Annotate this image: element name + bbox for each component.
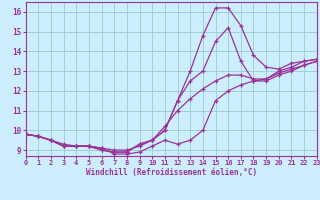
X-axis label: Windchill (Refroidissement éolien,°C): Windchill (Refroidissement éolien,°C) xyxy=(86,168,257,177)
